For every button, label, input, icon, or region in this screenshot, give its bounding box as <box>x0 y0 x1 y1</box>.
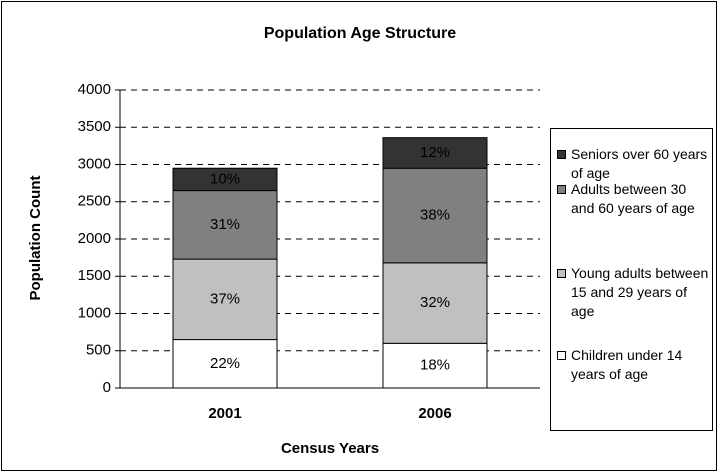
data-label: 38% <box>420 207 450 224</box>
data-label: 31% <box>210 216 240 233</box>
legend-swatch <box>557 185 566 194</box>
legend-label: Children under 14 years of age <box>571 347 683 382</box>
legend-line: age <box>571 303 595 319</box>
bar-segment <box>382 167 488 264</box>
data-label: 22% <box>210 355 240 372</box>
y-tick-label: 1500 <box>78 267 111 284</box>
legend-line: Children under 14 <box>571 347 683 363</box>
x-tick-label: 2006 <box>418 405 451 422</box>
bar-segment <box>382 137 488 169</box>
x-axis-label: Census Years <box>281 440 379 457</box>
legend-line: 15 and 29 years of <box>571 284 687 300</box>
legend-label: Seniors over 60 years of age <box>571 146 707 181</box>
legend-line: Seniors over 60 years <box>571 146 707 162</box>
legend-line: Adults between 30 <box>571 181 686 197</box>
legend-swatch <box>557 150 566 159</box>
legend-box <box>550 128 713 431</box>
legend-line: and 60 years of age <box>571 200 695 216</box>
data-label: 12% <box>420 144 450 161</box>
y-tick-label: 4000 <box>78 81 111 98</box>
y-tick-label: 0 <box>103 379 111 396</box>
data-label: 18% <box>420 357 450 374</box>
chart-title: Population Age Structure <box>264 25 456 42</box>
legend-line: of age <box>571 165 610 181</box>
data-label: 10% <box>210 170 240 187</box>
y-tick-label: 3500 <box>78 118 111 135</box>
legend-swatch <box>557 269 566 278</box>
data-label: 32% <box>420 294 450 311</box>
bar-segment <box>172 258 278 341</box>
legend-swatch <box>557 351 566 360</box>
y-tick-label: 2000 <box>78 230 111 247</box>
y-tick-label: 500 <box>86 342 111 359</box>
x-tick-label: 2001 <box>208 405 241 422</box>
y-tick-label: 1000 <box>78 304 111 321</box>
legend-label: Adults between 30 and 60 years of age <box>571 181 695 216</box>
y-tick-label: 3000 <box>78 155 111 172</box>
bar-segment <box>172 190 278 260</box>
y-axis-label: Population Count <box>27 176 44 301</box>
bar-segment <box>382 262 488 344</box>
legend-line: Young adults between <box>571 265 708 281</box>
bar-segment <box>172 167 278 192</box>
legend-line: years of age <box>571 366 648 382</box>
legend-label: Young adults between 15 and 29 years of ag… <box>571 265 708 319</box>
data-label: 37% <box>210 290 240 307</box>
y-tick-label: 2500 <box>78 193 111 210</box>
